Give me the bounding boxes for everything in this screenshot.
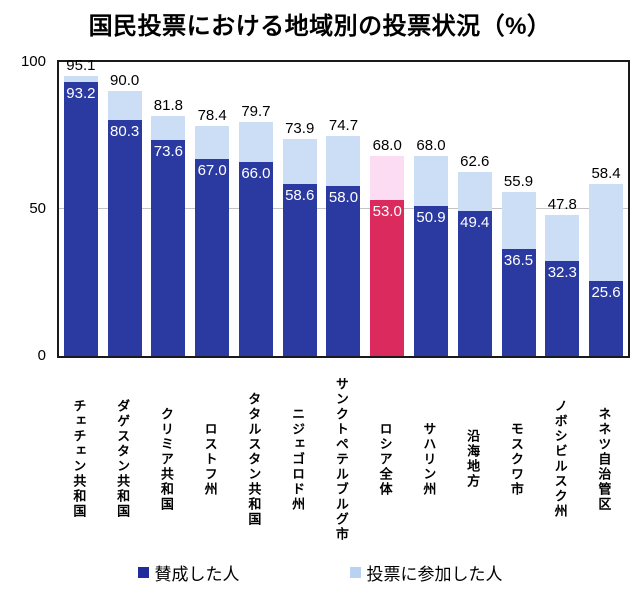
category-label: タタルスタン共和国	[246, 391, 262, 527]
bars-row: 95.1 93.2 90.0 80.3 81.8 73.6 78.4 67.0 79.7 66.0…	[59, 57, 628, 356]
chart-title: 国民投票における地域別の投票状況（%）	[88, 13, 552, 40]
bar-participate-segment: 25.6	[589, 184, 624, 356]
bar-participate-segment: 93.2	[63, 76, 98, 356]
bar-agree-segment: 93.2	[63, 82, 98, 356]
bar-total-label: 90.0	[110, 72, 140, 90]
bar-total-label: 81.8	[153, 96, 183, 114]
bar-participate-segment: 80.3	[107, 91, 142, 356]
bar-total-label: 68.0	[416, 137, 446, 155]
bar-agree-label: 80.3	[110, 122, 140, 140]
bar-agree-segment: 50.9	[414, 206, 448, 356]
bar-column: 55.9 36.5	[497, 62, 540, 356]
bar-total-label: 73.9	[285, 119, 315, 137]
category-label: ネネツ自治管区	[596, 406, 612, 512]
bar-agree-label: 53.0	[372, 203, 402, 221]
bar-total-label: 68.0	[372, 137, 402, 155]
category-label: サハリン州	[421, 421, 437, 497]
legend-participate-label: 投票に参加した人	[366, 565, 503, 584]
bar-column: 62.6 49.4	[453, 62, 496, 356]
bar-agree-label: 73.6	[153, 142, 183, 160]
x-axis-category-labels: チェチェン共和国 ダゲスタン共和国 クリミア共和国 ロストフ州 タタルスタン共和国 ニジェ…	[57, 364, 626, 554]
legend-item-agree: 賛成した人	[137, 560, 240, 585]
bar-participate-segment: 49.4	[457, 171, 492, 356]
bar-participate-segment: 50.9	[414, 156, 448, 356]
bar-total-label: 62.6	[460, 152, 490, 170]
bar-total-label: 79.7	[241, 102, 271, 120]
bar-agree-segment: 58.6	[282, 183, 317, 356]
category-label: モスクワ市	[508, 421, 524, 497]
bar-total-label: 55.9	[503, 172, 534, 190]
participate-swatch-icon	[349, 567, 361, 578]
bar-column: 74.7 58.0	[322, 62, 365, 356]
bar-agree-segment: 80.3	[107, 119, 142, 356]
bar-agree-segment: 67.0	[195, 159, 230, 356]
y-axis: 0 50 100	[0, 53, 50, 364]
bar-total-label: 58.4	[591, 165, 621, 183]
y-tick-label: 100	[20, 53, 46, 70]
bar-agree-label: 93.2	[66, 85, 96, 102]
bar-agree-label: 50.9	[416, 209, 446, 227]
bar-participate-segment: 58.0	[326, 136, 361, 356]
bar-agree-label: 58.6	[285, 186, 315, 204]
y-tick-label: 50	[29, 200, 46, 217]
legend: 賛成した人 投票に参加した人	[0, 560, 640, 585]
bar-agree-segment: 36.5	[501, 248, 536, 356]
bar-column: 81.8 73.6	[147, 62, 190, 356]
y-tick-label: 0	[37, 347, 46, 364]
bar-agree-label: 58.0	[328, 188, 359, 206]
bar-total-label: 78.4	[197, 106, 227, 124]
bar-participate-segment: 32.3	[545, 215, 580, 356]
bar-agree-segment-highlight: 53.0	[370, 200, 405, 356]
bar-total-label: 74.7	[328, 117, 359, 135]
category-label: ロストフ州	[202, 421, 218, 497]
category-label: チェチェン共和国	[71, 399, 87, 519]
category-label: サンクトペテルブルグ市	[333, 376, 349, 542]
bar-agree-segment: 32.3	[545, 261, 580, 356]
category-label: クリミア共和国	[158, 406, 174, 512]
bar-agree-segment: 25.6	[589, 280, 624, 356]
bar-column: 73.9 58.6	[278, 62, 321, 356]
bar-agree-label: 36.5	[503, 251, 534, 269]
bar-participate-segment: 36.5	[501, 191, 536, 356]
bar-agree-segment: 73.6	[151, 139, 186, 356]
category-label: ノボシビルスク州	[552, 399, 568, 519]
bar-participate-segment-highlight: 53.0	[370, 156, 405, 356]
bar-column: 78.4 67.0	[191, 62, 234, 356]
bar-column: 68.0 50.9	[410, 62, 453, 356]
category-label: ニジェゴロド州	[290, 406, 306, 512]
bar-agree-label: 67.0	[197, 162, 227, 180]
bar-column: 68.0 53.0	[366, 62, 409, 356]
bar-agree-label: 32.3	[547, 264, 577, 282]
category-label: 沿海地方	[465, 429, 481, 489]
legend-agree-label: 賛成した人	[154, 565, 240, 584]
bar-agree-label: 49.4	[460, 213, 490, 231]
bar-total-label: 95.1	[66, 57, 96, 75]
bar-agree-segment: 66.0	[238, 161, 273, 356]
bar-column: 79.7 66.0	[234, 62, 277, 356]
bar-agree-label: 25.6	[591, 283, 621, 301]
bar-total-label: 47.8	[547, 196, 577, 214]
bar-column: 95.1 93.2	[59, 57, 102, 356]
category-label: ロシア全体	[377, 421, 393, 497]
bar-participate-segment: 67.0	[195, 125, 230, 356]
bar-agree-segment: 58.0	[326, 185, 361, 356]
bar-agree-segment: 49.4	[457, 210, 492, 356]
bar-agree-label: 66.0	[241, 164, 271, 182]
bar-column: 58.4 25.6	[585, 62, 628, 356]
bar-column: 47.8 32.3	[541, 62, 584, 356]
legend-item-participate: 投票に参加した人	[349, 560, 503, 585]
category-label: ダゲスタン共和国	[115, 399, 131, 519]
bar-participate-segment: 66.0	[238, 121, 273, 356]
plot-area: 95.1 93.2 90.0 80.3 81.8 73.6 78.4 67.0 79.7 66.0…	[57, 57, 630, 358]
bar-participate-segment: 58.6	[282, 138, 317, 356]
bar-column: 90.0 80.3	[103, 62, 146, 356]
agree-swatch-icon	[137, 567, 149, 578]
bar-participate-segment: 73.6	[151, 115, 186, 356]
